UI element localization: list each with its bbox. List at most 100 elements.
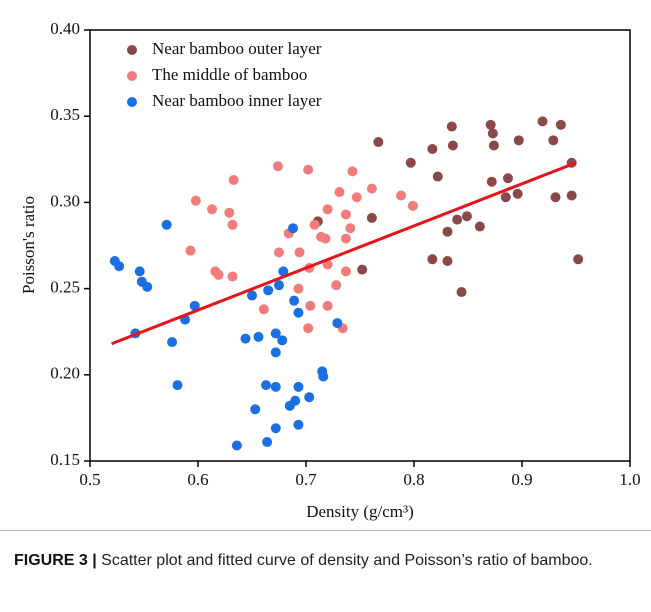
point	[263, 285, 274, 296]
point	[500, 192, 511, 203]
point	[461, 211, 472, 222]
x-axis-label: Density (g/cm³)	[306, 502, 414, 521]
separator	[0, 530, 651, 531]
point	[351, 192, 362, 203]
point	[167, 337, 178, 348]
point	[185, 245, 196, 256]
point	[573, 254, 584, 265]
x-tick-label: 0.5	[79, 470, 100, 489]
point	[537, 116, 548, 127]
point	[357, 264, 368, 275]
point	[309, 219, 320, 230]
point	[340, 266, 351, 277]
point	[456, 287, 467, 298]
y-tick-label: 0.20	[50, 364, 80, 383]
point	[320, 233, 331, 244]
point	[227, 271, 238, 282]
y-tick-label: 0.15	[50, 450, 80, 469]
fit-line	[111, 161, 577, 346]
point	[250, 404, 261, 415]
point	[566, 190, 577, 201]
point	[274, 247, 284, 258]
point	[334, 187, 345, 198]
point	[442, 256, 453, 267]
point	[427, 254, 438, 265]
point	[373, 137, 384, 148]
point	[322, 204, 333, 215]
chart: Density (g/cm³) Poisson's ratio 0.5 0.6 0.…	[19, 19, 641, 521]
point	[161, 219, 172, 230]
point	[442, 226, 453, 237]
x-tick-label: 0.9	[511, 470, 532, 489]
point	[366, 212, 377, 223]
point	[262, 437, 273, 448]
legend-marker	[127, 71, 137, 81]
point	[278, 266, 289, 277]
point	[207, 204, 218, 215]
y-axis-label: Poisson's ratio	[19, 196, 38, 294]
point	[304, 392, 315, 403]
y-tick-label: 0.40	[50, 19, 80, 38]
point	[407, 200, 418, 211]
legend-label: Near bamboo inner layer	[152, 91, 322, 110]
point	[513, 135, 524, 146]
point	[345, 223, 356, 234]
point	[548, 135, 559, 146]
point	[272, 161, 283, 172]
point	[258, 304, 269, 315]
point	[189, 300, 200, 311]
point	[293, 307, 304, 318]
point	[331, 280, 342, 291]
legend-label: Near bamboo outer layer	[152, 39, 322, 58]
point	[270, 347, 281, 358]
point	[432, 171, 443, 182]
point	[172, 380, 183, 391]
point	[114, 261, 125, 272]
y-tick-label: 0.25	[50, 278, 80, 297]
point	[228, 174, 239, 185]
point	[486, 176, 497, 187]
point	[550, 192, 561, 203]
legend-marker	[127, 45, 137, 55]
point	[487, 128, 498, 139]
point	[247, 290, 257, 301]
point	[270, 328, 281, 339]
point	[303, 323, 314, 334]
point	[270, 381, 281, 392]
point	[318, 371, 329, 382]
point	[340, 233, 351, 244]
point	[555, 119, 566, 130]
point	[366, 183, 377, 194]
point	[488, 140, 499, 151]
point	[347, 166, 358, 177]
point	[274, 280, 284, 291]
y-tick-label: 0.35	[50, 105, 80, 124]
point	[447, 140, 458, 151]
point	[293, 283, 304, 294]
point	[474, 221, 485, 232]
point	[427, 143, 438, 154]
point	[293, 381, 304, 392]
x-tick-label: 0.8	[403, 470, 424, 489]
x-tick-label: 0.6	[187, 470, 208, 489]
legend-marker	[127, 97, 137, 107]
point	[190, 195, 201, 206]
x-tick-label: 1.0	[619, 470, 640, 489]
point	[261, 380, 272, 391]
caption-label: FIGURE 3 |	[14, 552, 97, 569]
point	[293, 419, 304, 430]
point	[240, 333, 251, 344]
point	[396, 190, 407, 201]
point	[405, 157, 416, 168]
x-tick-label: 0.7	[295, 470, 317, 489]
caption: FIGURE 3 | Scatter plot and fitted curve…	[14, 548, 634, 574]
plot-frame	[89, 29, 631, 462]
legend-label: The middle of bamboo	[152, 65, 307, 84]
point	[142, 281, 153, 292]
y-tick-label: 0.30	[50, 191, 80, 210]
point	[512, 188, 523, 199]
point	[303, 164, 314, 175]
point	[340, 209, 351, 220]
point	[227, 219, 238, 230]
